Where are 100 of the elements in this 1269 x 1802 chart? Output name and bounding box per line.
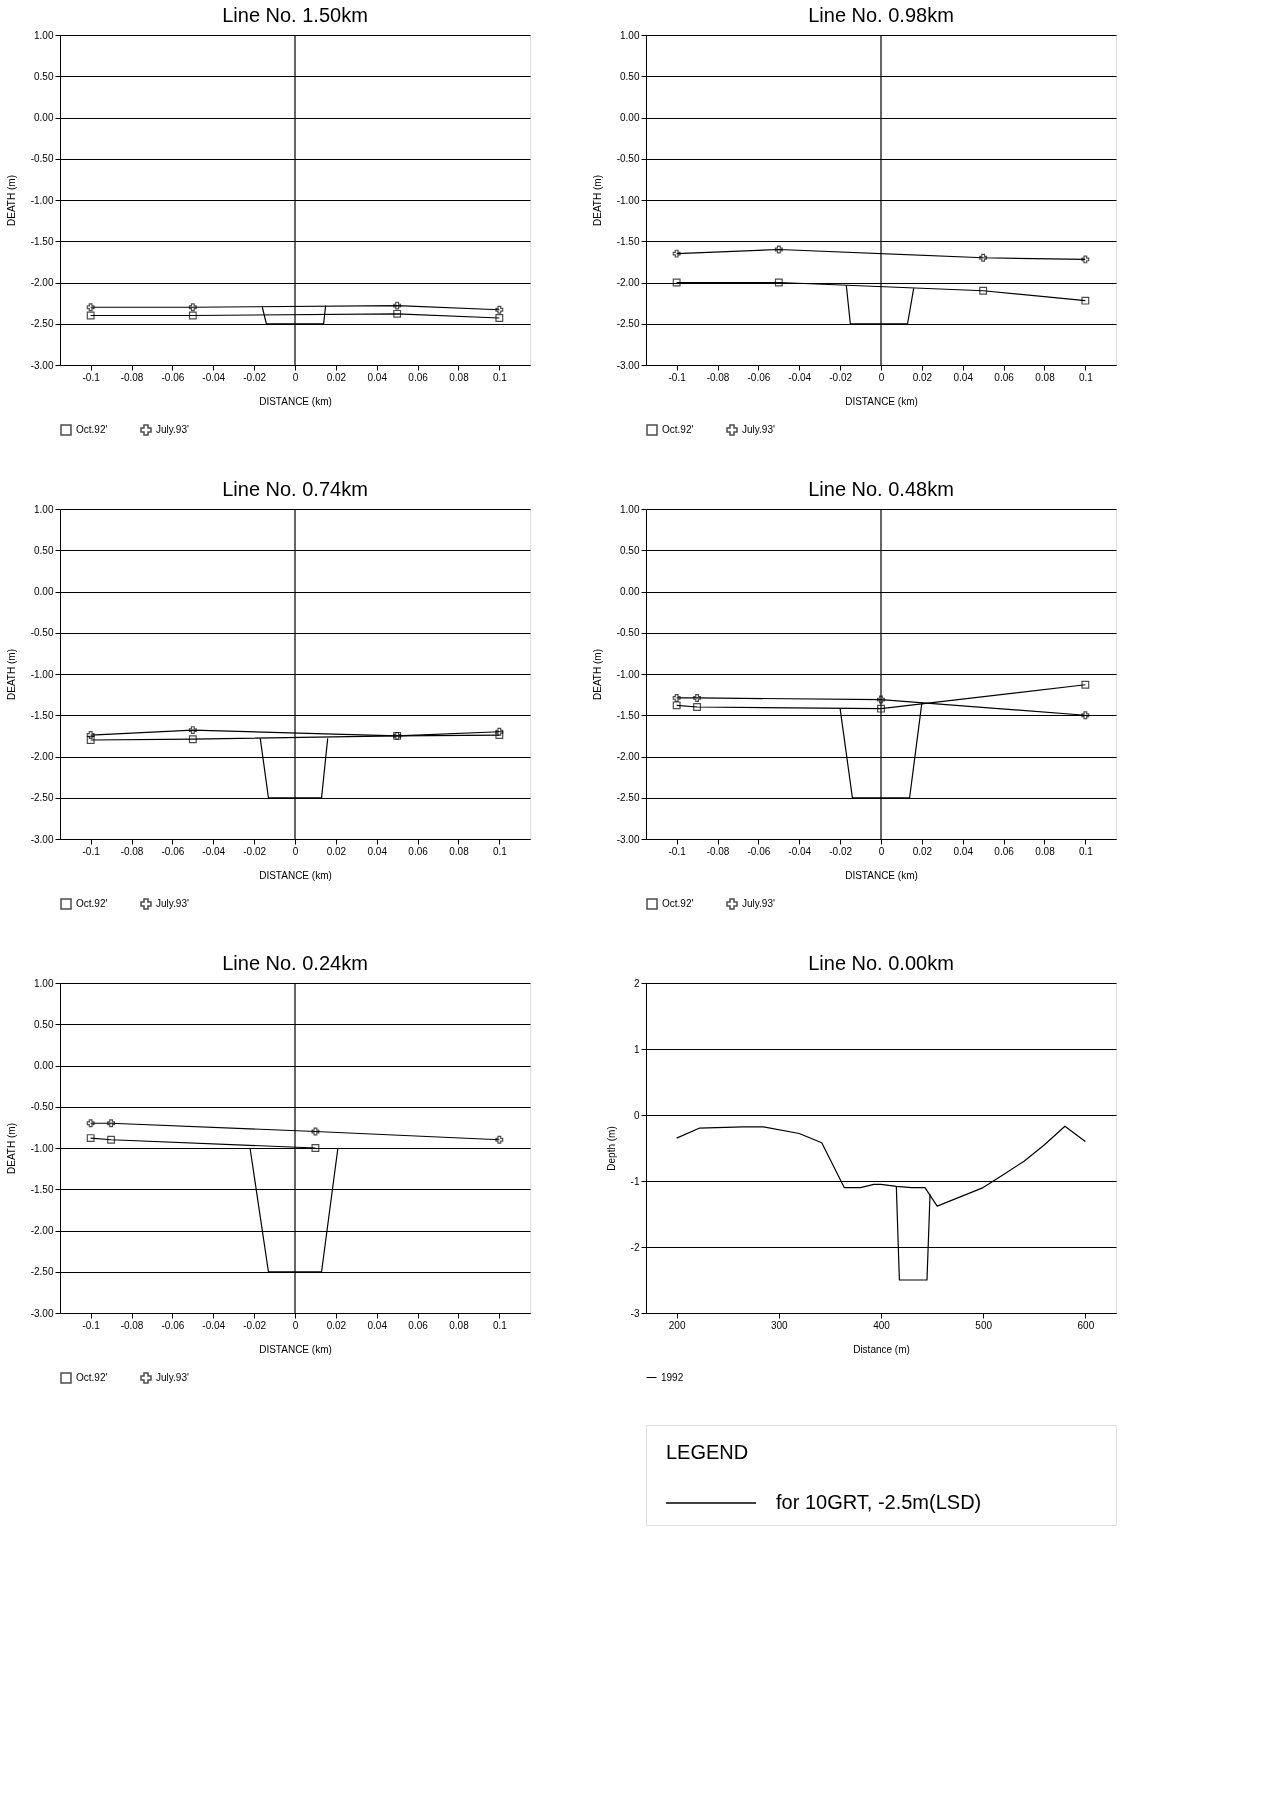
- y-tick-label: -3.00: [30, 359, 54, 371]
- x-tick-label: 0: [292, 1319, 299, 1331]
- chart-title: Line No. 1.50km: [222, 4, 368, 26]
- y-tick-label: 2: [633, 977, 640, 989]
- legend-label: Oct.92': [76, 424, 108, 435]
- x-tick-label: -0.1: [668, 371, 687, 383]
- x-tick-label: 0.02: [326, 845, 347, 857]
- y-tick-label: 0.50: [620, 544, 640, 556]
- y-tick-label: -0.50: [30, 153, 54, 165]
- x-tick-label: -0.06: [161, 371, 185, 383]
- x-axis-title: DISTANCE (km): [259, 395, 332, 407]
- y-tick-label: 0.50: [34, 1018, 54, 1030]
- x-tick-label: -0.04: [202, 845, 226, 857]
- y-tick-label: -2: [630, 1241, 640, 1253]
- y-tick-label: -2.50: [30, 1266, 54, 1278]
- x-tick-label: -0.04: [788, 371, 812, 383]
- y-axis-title: DEATH (m): [5, 1123, 17, 1174]
- x-tick-label: -0.02: [243, 371, 267, 383]
- x-tick-label: -0.04: [788, 845, 812, 857]
- x-tick-label: 0.04: [367, 1319, 388, 1331]
- legend-label: Oct.92': [76, 898, 108, 909]
- text: LEGEND: [666, 1441, 749, 1463]
- x-tick-label: 0.06: [408, 1319, 429, 1331]
- x-tick-label: -0.1: [82, 1319, 101, 1331]
- y-tick-label: -0.50: [30, 1101, 54, 1113]
- x-tick-label: -0.06: [747, 371, 771, 383]
- x-tick-label: 0.08: [449, 1319, 470, 1331]
- x-tick-label: -0.1: [82, 371, 101, 383]
- x-tick-label: 0.08: [449, 371, 470, 383]
- y-tick-label: 0.00: [620, 112, 640, 123]
- x-tick-label: 0: [292, 371, 299, 383]
- legend-label: Oct.92': [662, 898, 694, 909]
- legend-label: July.93': [742, 898, 775, 909]
- y-tick-label: 0: [633, 1109, 640, 1121]
- y-tick-label: -1.50: [616, 709, 640, 721]
- x-tick-label: 0.08: [449, 845, 470, 857]
- y-tick-label: -2.50: [30, 318, 54, 330]
- x-axis-title: DISTANCE (km): [259, 1343, 332, 1355]
- y-tick-label: -1.00: [616, 194, 640, 206]
- x-tick-label: -0.02: [243, 1319, 267, 1331]
- y-tick-label: 1.00: [34, 29, 54, 41]
- y-axis-title: Depth (m): [605, 1126, 617, 1171]
- y-tick-label: -1.50: [616, 235, 640, 247]
- x-tick-label: 0.06: [994, 845, 1015, 857]
- y-axis-title: DEATH (m): [5, 649, 17, 700]
- y-tick-label: -2.50: [616, 792, 640, 804]
- y-tick-label: -2.00: [30, 751, 54, 762]
- x-tick-label: -0.08: [706, 845, 730, 857]
- x-tick-label: 0: [878, 371, 885, 383]
- x-tick-label: -0.04: [202, 371, 226, 383]
- y-tick-label: -2.00: [616, 751, 640, 762]
- x-tick-label: 0: [878, 845, 885, 857]
- y-tick-label: -1.00: [616, 668, 640, 680]
- y-tick-label: -1.50: [30, 235, 54, 247]
- legend-label: July.93': [742, 424, 775, 435]
- x-tick-label: 0.04: [953, 371, 974, 383]
- y-tick-label: -1.00: [30, 1142, 54, 1154]
- x-tick-label: 0.04: [367, 845, 388, 857]
- x-tick-label: -0.08: [120, 1319, 144, 1331]
- x-tick-label: -0.06: [747, 845, 771, 857]
- y-tick-label: 0.00: [34, 586, 54, 597]
- x-tick-label: 0.1: [1078, 845, 1094, 857]
- y-tick-label: -3.00: [30, 833, 54, 845]
- x-tick-label: 0.1: [492, 1319, 508, 1331]
- y-tick-label: 1: [633, 1043, 640, 1055]
- y-tick-label: -2.00: [616, 277, 640, 288]
- chart-title: Line No. 0.00km: [808, 952, 954, 974]
- y-tick-label: -1.00: [30, 668, 54, 680]
- y-tick-label: -1.50: [30, 709, 54, 721]
- y-tick-label: 1.00: [34, 977, 54, 989]
- y-tick-label: 0.50: [34, 544, 54, 556]
- x-axis-title: DISTANCE (km): [845, 395, 918, 407]
- x-tick-label: -0.04: [202, 1319, 226, 1331]
- x-tick-label: 0.08: [1035, 845, 1056, 857]
- y-tick-label: -0.50: [616, 153, 640, 165]
- x-tick-label: 0.02: [912, 845, 933, 857]
- x-tick-label: 0.04: [953, 845, 974, 857]
- x-tick-label: 400: [873, 1319, 891, 1331]
- legend-label: July.93': [156, 898, 189, 909]
- y-tick-label: 0.00: [34, 112, 54, 123]
- x-tick-label: -0.08: [706, 371, 730, 383]
- y-tick-label: 1.00: [620, 29, 640, 41]
- x-tick-label: 0.08: [1035, 371, 1056, 383]
- x-tick-label: 0.1: [492, 845, 508, 857]
- x-axis-title: Distance (m): [853, 1343, 910, 1355]
- legend-label: July.93': [156, 1372, 189, 1383]
- y-tick-label: 0.50: [620, 70, 640, 82]
- x-tick-label: 300: [770, 1319, 789, 1331]
- text: for 10GRT, -2.5m(LSD): [776, 1491, 982, 1513]
- y-axis-title: DEATH (m): [5, 175, 17, 226]
- y-tick-label: -1.50: [30, 1183, 54, 1195]
- x-tick-label: -0.1: [82, 845, 101, 857]
- x-tick-label: 500: [975, 1319, 993, 1331]
- chart-title: Line No. 0.48km: [808, 478, 954, 500]
- y-tick-label: -3.00: [616, 359, 640, 371]
- x-tick-label: 0.06: [994, 371, 1015, 383]
- x-tick-label: 0.06: [408, 371, 429, 383]
- y-tick-label: -2.50: [616, 318, 640, 330]
- legend-label: Oct.92': [76, 1372, 108, 1383]
- y-tick-label: -0.50: [30, 627, 54, 639]
